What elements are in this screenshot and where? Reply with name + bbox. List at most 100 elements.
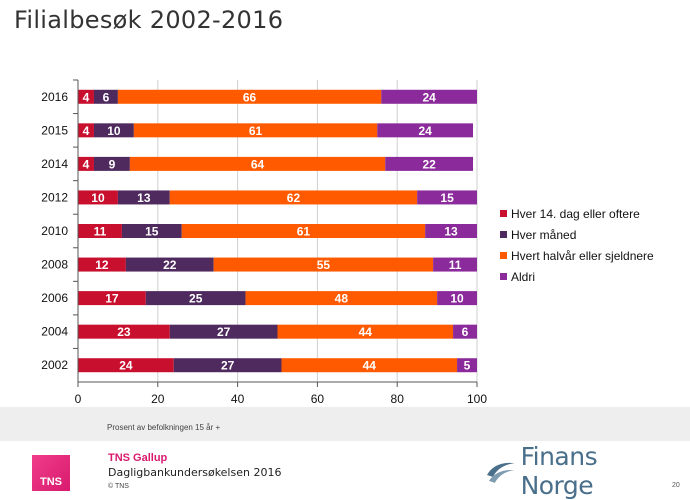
- data-label-aldri-2008: 11: [449, 258, 462, 272]
- y-tick-label-2002: 2002: [41, 358, 68, 372]
- tns-logo-text: TNS: [40, 476, 62, 488]
- bar-hvermaaned-2004: [169, 324, 278, 339]
- y-tick-label-2006: 2006: [41, 291, 68, 305]
- data-label-halvaar-2010: 61: [297, 225, 311, 239]
- bar-hvermaaned-2006: [145, 291, 246, 306]
- slide-title: Filialbesøk 2002-2016: [14, 6, 284, 34]
- data-label-halvaar-2014: 64: [251, 157, 265, 171]
- data-label-aldri-2002: 5: [464, 359, 471, 373]
- chart-legend: Hver 14. dag eller oftere Hver måned Hve…: [500, 203, 654, 287]
- data-label-hvermaaned-2012: 13: [137, 191, 151, 205]
- bar-halvaar-2010: [181, 224, 426, 238]
- bar-hver14-2012: [78, 190, 118, 205]
- data-label-hvermaaned-2015: 10: [107, 124, 121, 138]
- data-label-hver14-2006: 17: [105, 292, 119, 306]
- footer-brand: TNS Gallup: [108, 452, 168, 464]
- data-label-aldri-2010: 13: [444, 225, 458, 239]
- bar-hvermaaned-2016: [93, 89, 118, 104]
- legend-label-hver14: Hver 14. dag eller oftere: [511, 206, 640, 221]
- legend-item-hver14: Hver 14. dag eller oftere: [500, 203, 654, 224]
- data-label-hvermaaned-2002: 27: [221, 359, 235, 373]
- data-label-halvaar-2006: 48: [335, 292, 349, 306]
- data-label-hver14-2014: 4: [83, 157, 90, 171]
- legend-swatch-aldri: [500, 273, 507, 280]
- data-label-hvermaaned-2014: 9: [109, 157, 116, 171]
- data-label-hvermaaned-2008: 22: [163, 258, 177, 272]
- x-tick-label-80: 80: [391, 392, 405, 406]
- footer-survey: Dagligbankundersøkelsen 2016: [108, 466, 282, 479]
- bar-halvaar-2008: [213, 257, 434, 272]
- bar-hver14-2002: [78, 358, 174, 373]
- data-label-aldri-2016: 24: [422, 90, 436, 104]
- x-tick-label-20: 20: [151, 392, 165, 406]
- bar-hver14-2004: [78, 324, 170, 339]
- bar-halvaar-2004: [277, 324, 454, 339]
- legend-item-halvaar: Hvert halvår eller sjeldnere: [500, 245, 654, 266]
- x-tick-label-100: 100: [467, 392, 487, 406]
- data-label-halvaar-2004: 44: [359, 325, 373, 339]
- data-label-halvaar-2002: 44: [363, 359, 377, 373]
- data-label-halvaar-2008: 55: [317, 258, 331, 272]
- y-tick-label-2010: 2010: [41, 224, 68, 238]
- legend-label-aldri: Aldri: [511, 269, 536, 284]
- data-label-hvermaaned-2006: 25: [189, 292, 203, 306]
- data-label-aldri-2004: 6: [462, 325, 469, 339]
- note-band: [0, 407, 690, 441]
- data-label-halvaar-2016: 66: [243, 90, 257, 104]
- bar-hvermaaned-2008: [125, 257, 214, 272]
- data-label-hvermaaned-2016: 6: [103, 90, 110, 104]
- bar-aldri-2002: [457, 358, 477, 373]
- data-label-aldri-2012: 15: [440, 191, 454, 205]
- y-tick-label-2014: 2014: [41, 157, 68, 171]
- bar-hvermaaned-2015: [93, 123, 134, 138]
- bar-hvermaaned-2014: [93, 156, 130, 171]
- data-label-hver14-2010: 11: [94, 225, 107, 239]
- bar-halvaar-2006: [245, 291, 438, 306]
- legend-swatch-halvaar: [500, 252, 507, 259]
- bar-aldri-2014: [385, 156, 474, 171]
- legend-swatch-hvermaaned: [500, 231, 507, 238]
- x-tick-label-0: 0: [75, 392, 82, 406]
- bar-halvaar-2015: [133, 123, 378, 138]
- finans-norge-text: Finans Norge: [520, 442, 598, 500]
- bar-halvaar-2012: [169, 190, 418, 205]
- finans-norge-logo: Finans Norge: [485, 442, 675, 500]
- data-label-aldri-2006: 10: [450, 292, 464, 306]
- legend-item-hvermaaned: Hver måned: [500, 224, 654, 245]
- bar-hver14-2010: [78, 224, 122, 238]
- x-tick-label-40: 40: [231, 392, 245, 406]
- bar-hvermaaned-2012: [117, 190, 170, 205]
- finans-norge-wave-icon: [486, 462, 515, 483]
- bar-aldri-2008: [433, 257, 477, 272]
- page-number: 20: [672, 482, 680, 489]
- data-label-halvaar-2015: 61: [249, 124, 263, 138]
- data-label-hver14-2004: 23: [117, 325, 131, 339]
- bar-hver14-2015: [78, 123, 94, 138]
- y-tick-label-2012: 2012: [41, 190, 68, 204]
- axis-layer: 0 20 40 60 80 100 2016 2015 2014 2012 2010 2008 2006…: [41, 79, 487, 406]
- y-tick-label-2016: 2016: [41, 90, 68, 104]
- bar-halvaar-2002: [281, 358, 458, 373]
- tns-logo: TNS: [32, 455, 70, 491]
- legend-label-hvermaaned: Hver måned: [511, 227, 577, 242]
- y-tick-label-2008: 2008: [41, 258, 68, 272]
- bar-aldri-2006: [437, 291, 477, 306]
- population-note: Prosent av befolkningen 15 år +: [107, 423, 221, 432]
- bar-halvaar-2016: [117, 89, 382, 104]
- bar-aldri-2015: [377, 123, 474, 138]
- data-label-hver14-2015: 4: [83, 124, 90, 138]
- footer-copyright: © TNS: [108, 483, 129, 490]
- data-label-halvaar-2012: 62: [287, 191, 301, 205]
- data-label-hver14-2002: 24: [119, 359, 133, 373]
- bar-aldri-2016: [381, 89, 477, 104]
- data-label-hver14-2008: 12: [95, 258, 109, 272]
- bar-hvermaaned-2010: [121, 224, 182, 238]
- data-label-hvermaaned-2010: 15: [145, 225, 159, 239]
- x-tick-label-60: 60: [311, 392, 325, 406]
- legend-label-halvaar: Hvert halvår eller sjeldnere: [511, 248, 654, 263]
- data-label-aldri-2014: 22: [422, 157, 436, 171]
- bar-hver14-2016: [78, 89, 94, 104]
- bar-aldri-2012: [417, 190, 477, 205]
